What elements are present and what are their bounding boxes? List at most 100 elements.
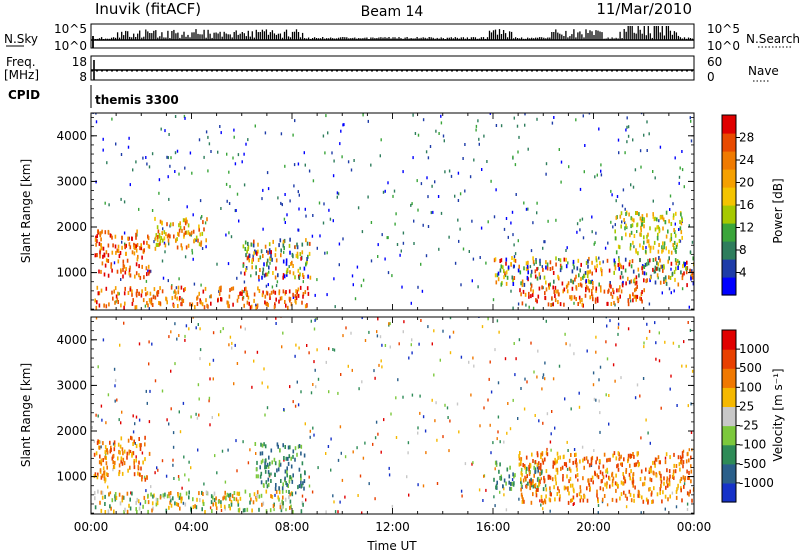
scatter-cell bbox=[233, 382, 235, 386]
echo-cell bbox=[533, 483, 536, 488]
echo-cell bbox=[632, 298, 634, 303]
scatter-cell bbox=[338, 242, 341, 246]
scatter-cell bbox=[551, 410, 553, 413]
echo-cell bbox=[147, 264, 150, 269]
scatter-cell bbox=[240, 325, 242, 329]
scatter-cell bbox=[306, 344, 308, 347]
echo-cell bbox=[262, 290, 264, 295]
scatter-cell bbox=[326, 293, 328, 297]
echo-cell bbox=[125, 243, 127, 248]
echo-cell bbox=[668, 477, 671, 482]
echo-cell bbox=[261, 275, 263, 280]
echo-cell bbox=[544, 500, 547, 505]
echo-cell bbox=[662, 248, 664, 253]
scatter-cell bbox=[573, 301, 575, 305]
echo-cell bbox=[118, 472, 120, 477]
echo-cell bbox=[267, 470, 270, 475]
nsky-tick-top: 10^5 bbox=[54, 22, 87, 36]
echo-cell bbox=[283, 246, 285, 251]
echo-cell bbox=[641, 214, 644, 219]
echo-cell bbox=[121, 447, 124, 452]
scatter-cell bbox=[267, 187, 270, 191]
echo-cell bbox=[659, 215, 662, 220]
freq-label: Freq. bbox=[6, 55, 36, 69]
echo-cell bbox=[624, 257, 627, 262]
echo-cell bbox=[662, 241, 664, 246]
scatter-cell bbox=[687, 404, 689, 408]
scatter-cell bbox=[312, 383, 314, 386]
echo-cell bbox=[168, 505, 170, 510]
echo-cell bbox=[259, 465, 261, 470]
echo-cell bbox=[686, 452, 689, 457]
scatter-cell bbox=[188, 460, 190, 464]
echo-cell bbox=[619, 275, 622, 280]
echo-cell bbox=[631, 223, 634, 228]
echo-cell bbox=[657, 262, 660, 267]
echo-cell bbox=[526, 275, 529, 280]
echo-cell bbox=[98, 241, 101, 246]
echo-cell bbox=[275, 258, 278, 263]
echo-cell bbox=[612, 287, 614, 292]
echo-cell bbox=[540, 462, 542, 467]
scatter-cell bbox=[356, 446, 358, 450]
scatter-cell bbox=[591, 215, 593, 219]
echo-cell bbox=[294, 294, 297, 299]
echo-cell bbox=[136, 257, 139, 262]
echo-cell bbox=[140, 443, 142, 448]
echo-cell bbox=[538, 478, 540, 483]
scatter-cell bbox=[245, 142, 247, 146]
scatter-cell bbox=[639, 394, 641, 398]
y-tick-label: 4000 bbox=[56, 333, 87, 347]
echo-cell bbox=[684, 262, 686, 266]
echo-cell bbox=[181, 302, 183, 307]
echo-cell bbox=[588, 483, 591, 488]
echo-cell bbox=[612, 290, 615, 295]
echo-cell bbox=[288, 289, 291, 294]
scatter-cell bbox=[361, 230, 364, 234]
scatter-cell bbox=[154, 379, 157, 383]
scatter-cell bbox=[470, 393, 472, 397]
scatter-cell bbox=[681, 168, 684, 172]
scatter-cell bbox=[225, 233, 227, 237]
echo-cell bbox=[563, 462, 566, 466]
echo-cell bbox=[650, 478, 653, 483]
scatter-cell bbox=[660, 406, 662, 410]
echo-cell bbox=[685, 266, 687, 271]
scatter-cell bbox=[545, 172, 547, 176]
echo-cell bbox=[114, 492, 117, 496]
echo-cell bbox=[535, 260, 537, 265]
echo-cell bbox=[532, 289, 534, 294]
echo-cell bbox=[496, 480, 498, 485]
echo-cell bbox=[170, 498, 172, 503]
echo-cell bbox=[191, 302, 194, 307]
scatter-cell bbox=[478, 137, 480, 141]
echo-cell bbox=[580, 283, 583, 288]
echo-cell bbox=[638, 490, 640, 495]
scatter-cell bbox=[354, 297, 357, 301]
echo-cell bbox=[203, 305, 206, 310]
echo-cell bbox=[178, 228, 181, 233]
scatter-cell bbox=[153, 240, 155, 244]
scatter-cell bbox=[370, 163, 372, 167]
echo-cell bbox=[572, 487, 575, 492]
echo-cell bbox=[198, 291, 200, 296]
echo-cell bbox=[152, 494, 154, 499]
echo-cell bbox=[571, 498, 574, 502]
echo-cell bbox=[680, 230, 683, 235]
echo-cell bbox=[268, 248, 271, 253]
echo-cell bbox=[683, 271, 685, 276]
echo-cell bbox=[639, 477, 642, 481]
scatter-cell bbox=[114, 384, 116, 388]
scatter-cell bbox=[145, 489, 147, 493]
beam-title: Beam 14 bbox=[361, 4, 424, 20]
echo-cell bbox=[156, 234, 159, 239]
echo-cell bbox=[287, 484, 289, 488]
scatter-cell bbox=[581, 217, 584, 221]
echo-cell bbox=[164, 243, 167, 248]
echo-cell bbox=[530, 287, 532, 292]
echo-cell bbox=[539, 471, 541, 476]
echo-cell bbox=[616, 288, 618, 293]
echo-cell bbox=[137, 254, 139, 259]
scatter-cell bbox=[325, 360, 327, 364]
echo-cell bbox=[526, 474, 528, 479]
